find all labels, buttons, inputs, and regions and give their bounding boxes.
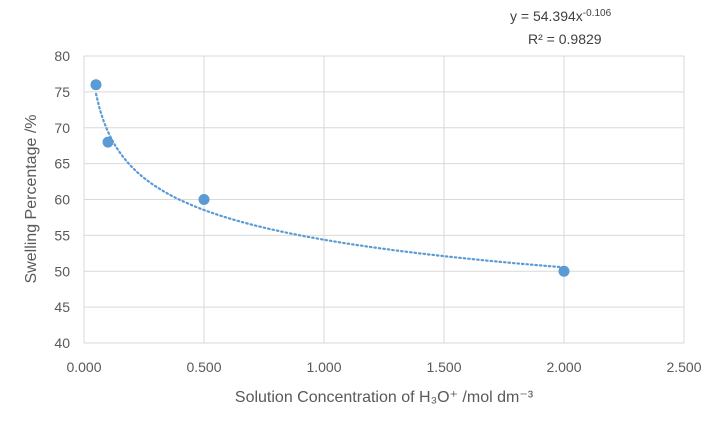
y-tick-label: 80 xyxy=(54,48,70,64)
data-point xyxy=(90,79,102,91)
trendline-r-squared: R² = 0.9829 xyxy=(528,31,602,47)
x-tick-label: 2.500 xyxy=(666,359,701,375)
y-tick-label: 45 xyxy=(54,299,70,315)
x-tick-label: 1.500 xyxy=(426,359,461,375)
grid-lines xyxy=(83,55,685,344)
x-tick-label: 1.000 xyxy=(306,359,341,375)
power-trendline xyxy=(94,92,566,269)
data-point xyxy=(102,136,114,148)
x-tick-label: 2.000 xyxy=(546,359,581,375)
y-tick-label: 75 xyxy=(54,84,70,100)
y-tick-label: 55 xyxy=(54,227,70,243)
x-axis-ticks: 0.000 0.500 1.000 1.500 2.000 2.500 xyxy=(66,359,701,375)
x-tick-label: 0.000 xyxy=(66,359,101,375)
x-axis-title: Solution Concentration of H₃O⁺ /mol dm⁻³ xyxy=(235,389,534,406)
data-point xyxy=(198,194,210,205)
trendline-group xyxy=(94,92,566,269)
data-points xyxy=(90,79,570,277)
y-tick-label: 40 xyxy=(54,335,70,351)
y-tick-label: 50 xyxy=(54,263,70,279)
y-axis-title: Swelling Percentage /% xyxy=(23,115,40,284)
x-tick-label: 0.500 xyxy=(186,359,221,375)
y-axis-ticks: 40 45 50 55 60 65 70 75 80 xyxy=(54,48,70,351)
data-point xyxy=(558,265,570,277)
trendline-equation: y = 54.394x-0.106 xyxy=(510,8,612,25)
y-tick-label: 60 xyxy=(54,192,70,208)
y-tick-label: 70 xyxy=(54,120,70,136)
y-tick-label: 65 xyxy=(54,156,70,172)
